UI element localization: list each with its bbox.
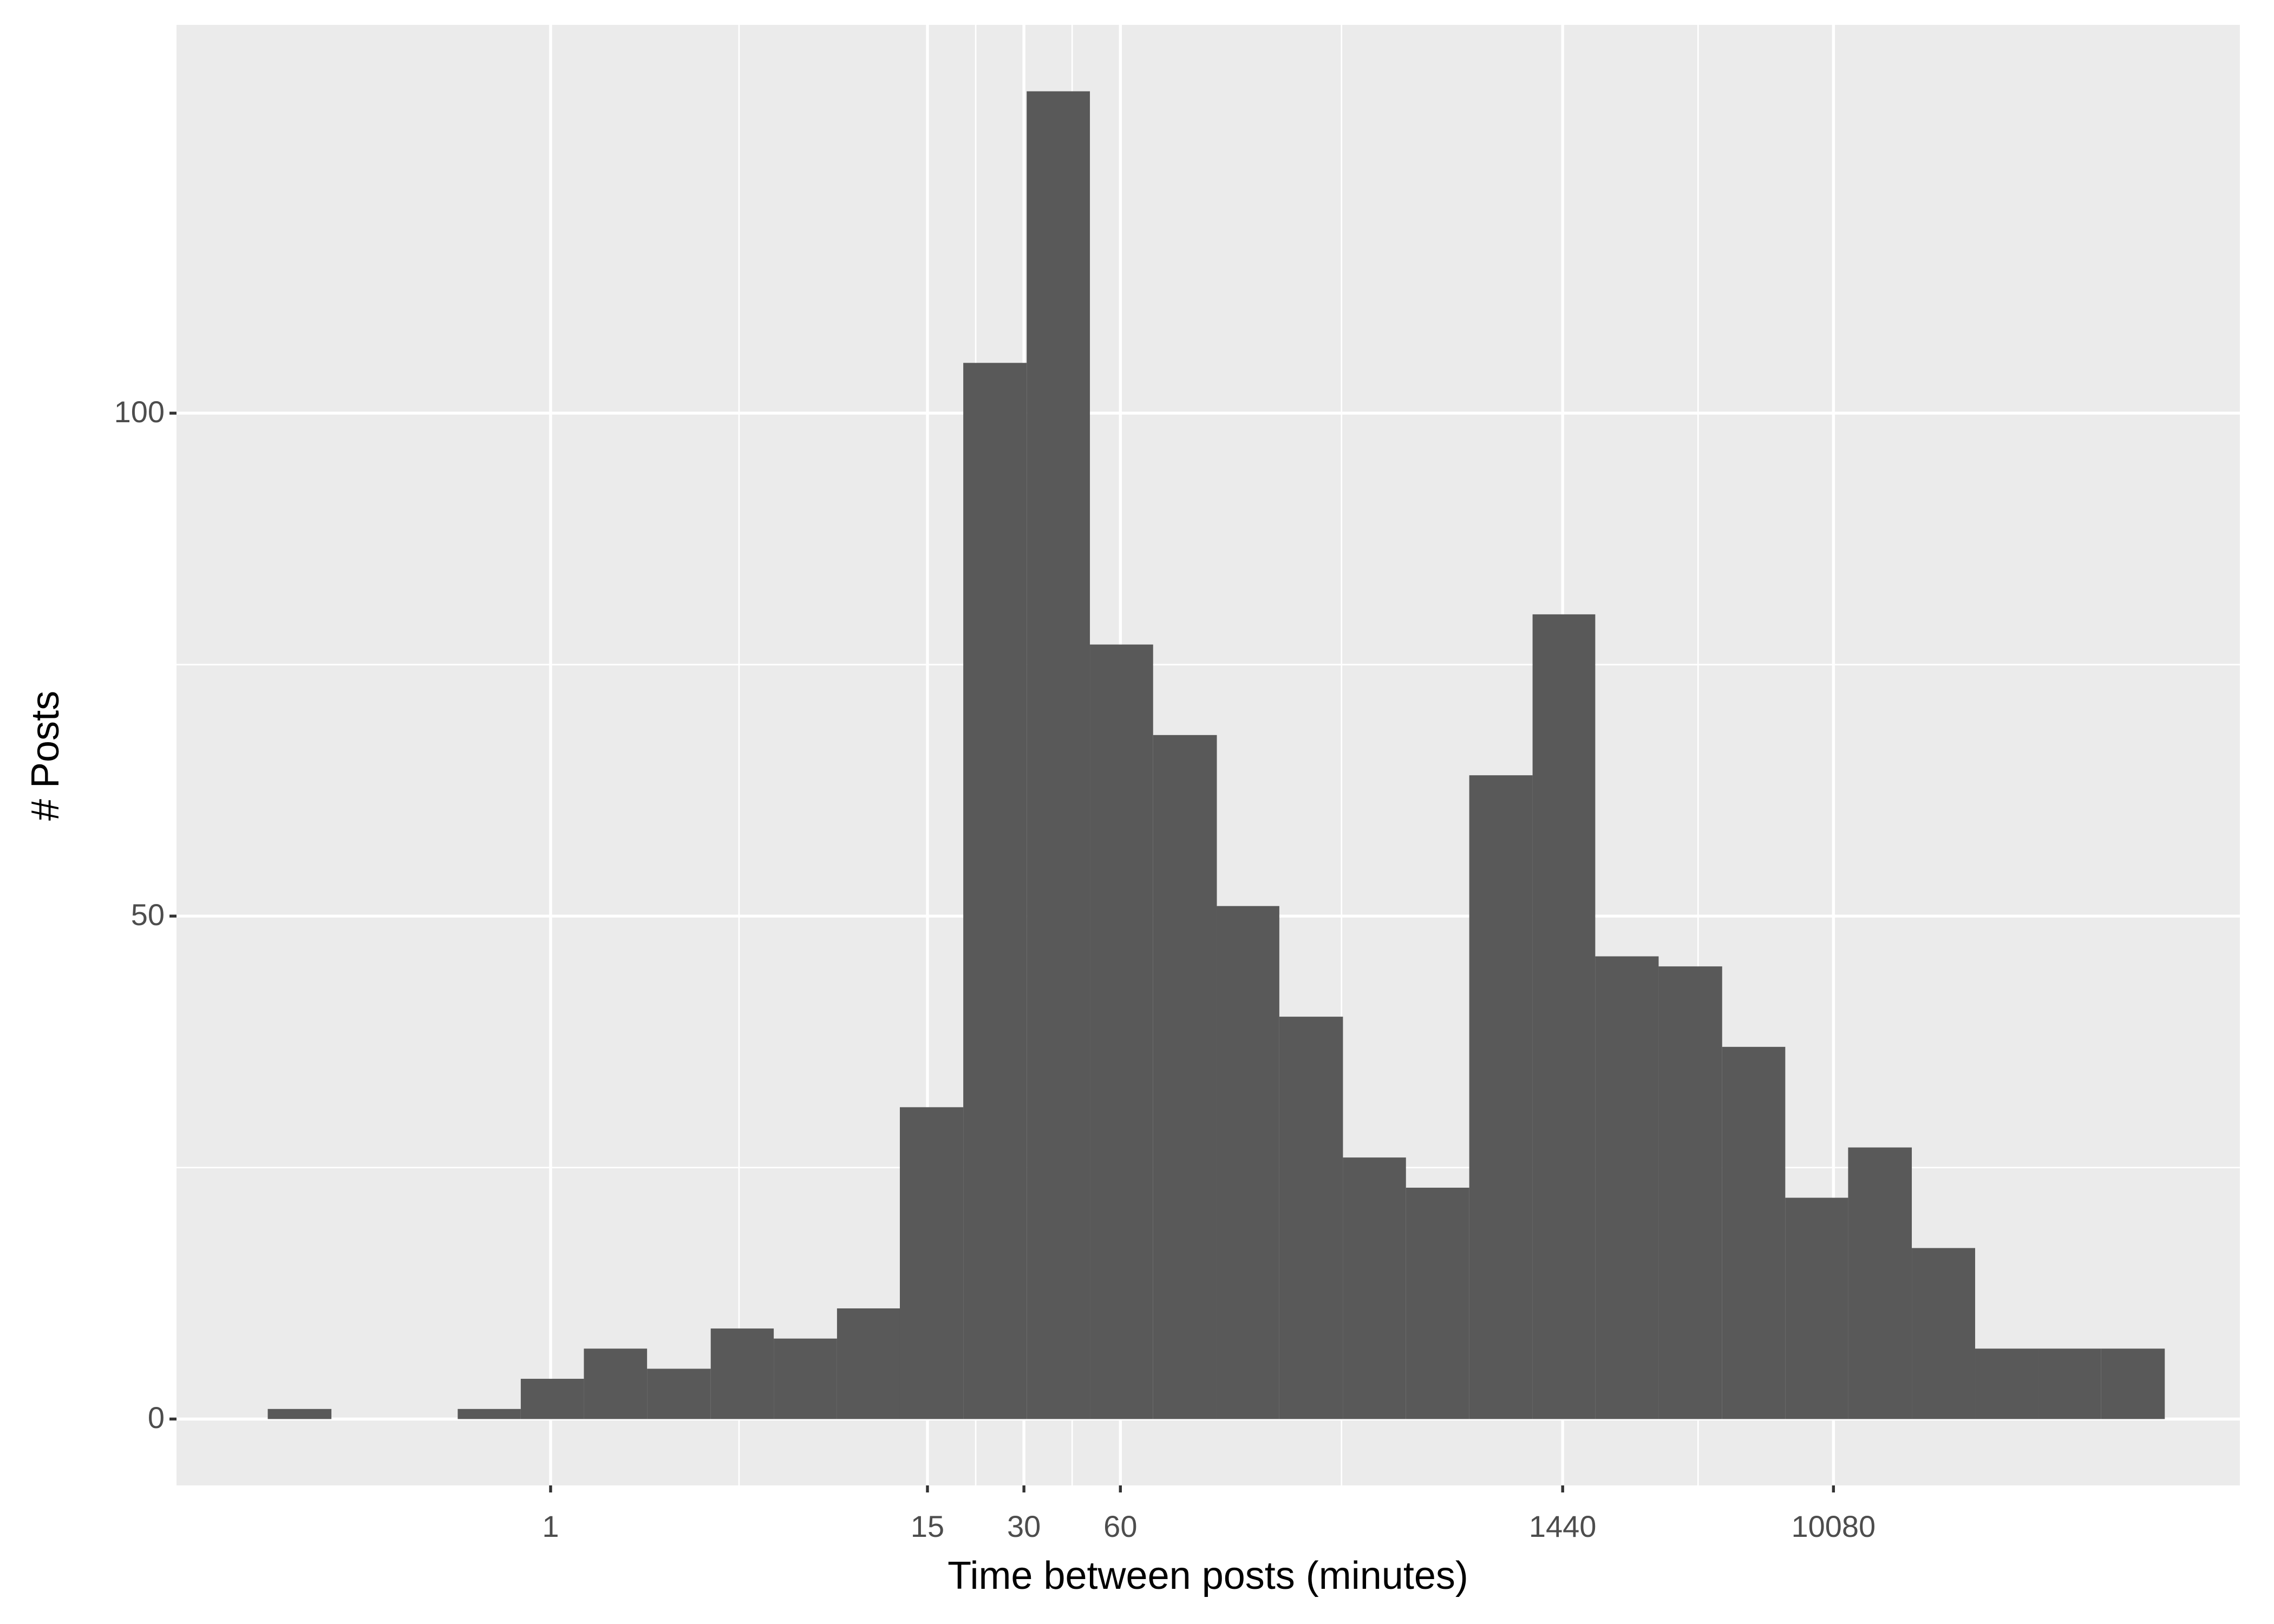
- bar: [1090, 644, 1153, 1419]
- bar: [1848, 1147, 1912, 1419]
- bar: [837, 1308, 900, 1419]
- bar: [1532, 614, 1596, 1419]
- bar: [1406, 1187, 1469, 1419]
- bar: [584, 1348, 648, 1419]
- y-tick-label: 50: [131, 898, 165, 932]
- bar: [1975, 1348, 2038, 1419]
- bar: [1343, 1157, 1406, 1419]
- bar: [1785, 1197, 1848, 1419]
- x-tick-label: 60: [1103, 1509, 1137, 1543]
- bar: [1658, 966, 1722, 1419]
- x-axis-title: Time between posts (minutes): [948, 1554, 1468, 1597]
- bar: [458, 1409, 521, 1419]
- x-tick-label: 10080: [1791, 1509, 1876, 1543]
- bar: [1027, 91, 1090, 1419]
- bar: [647, 1368, 711, 1419]
- x-tick-label: 1: [542, 1509, 559, 1543]
- bar: [774, 1338, 837, 1419]
- bar: [1912, 1248, 1976, 1419]
- bar: [2038, 1348, 2101, 1419]
- bar: [2101, 1348, 2165, 1419]
- bar: [1595, 956, 1659, 1419]
- bar: [267, 1409, 332, 1419]
- x-tick-label: 15: [911, 1509, 944, 1543]
- y-axis-title: # Posts: [24, 691, 67, 821]
- bar: [1153, 735, 1217, 1419]
- bar: [520, 1379, 584, 1419]
- y-tick-label: 100: [114, 395, 165, 429]
- bar: [1469, 775, 1533, 1419]
- bar: [899, 1107, 964, 1419]
- bar: [1217, 906, 1279, 1419]
- bar: [963, 363, 1027, 1419]
- x-tick-label: 30: [1007, 1509, 1041, 1543]
- y-tick-label: 0: [148, 1400, 165, 1435]
- x-tick-label: 1440: [1529, 1509, 1597, 1543]
- bar: [710, 1328, 774, 1419]
- bar: [1279, 1017, 1343, 1419]
- bar: [1722, 1046, 1786, 1419]
